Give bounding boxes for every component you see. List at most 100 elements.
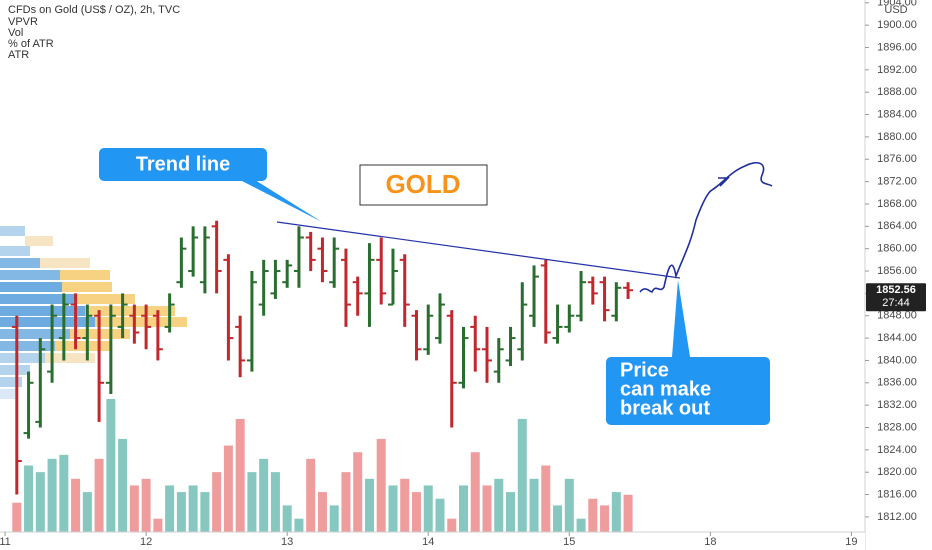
y-tick-label: 1872.00 bbox=[877, 176, 917, 188]
volume-bar bbox=[94, 458, 104, 532]
price-tag bbox=[866, 283, 926, 312]
volume-bar bbox=[247, 472, 257, 532]
y-tick-label: 1884.00 bbox=[877, 108, 917, 120]
y-tick-label: 1812.00 bbox=[877, 511, 917, 523]
volume-bar bbox=[506, 492, 516, 532]
y-tick-label: 1880.00 bbox=[877, 131, 917, 143]
vpvr-bar bbox=[0, 377, 22, 387]
vpvr-bar bbox=[0, 282, 62, 292]
callout-text: Trend line bbox=[136, 153, 230, 175]
volume-bar bbox=[600, 505, 610, 532]
y-tick-label: 1824.00 bbox=[877, 444, 917, 456]
x-tick-label: 15 bbox=[563, 536, 575, 548]
volume-bar bbox=[200, 492, 210, 532]
callout-text: break out bbox=[620, 397, 710, 419]
countdown-label: 27:44 bbox=[882, 297, 910, 309]
volume-bar bbox=[388, 485, 398, 532]
volume-bar bbox=[576, 518, 586, 532]
vpvr-bar bbox=[0, 258, 40, 268]
volume-bar bbox=[447, 518, 457, 532]
volume-bar bbox=[176, 492, 186, 532]
x-tick-label: 12 bbox=[140, 536, 152, 548]
trend-callout: Trend line bbox=[99, 148, 322, 222]
volume-bar bbox=[611, 492, 621, 532]
volume-bar bbox=[376, 438, 386, 532]
volume-bar bbox=[353, 452, 363, 532]
volume-bar bbox=[294, 518, 304, 532]
vpvr-bar bbox=[62, 282, 112, 292]
volume-bar bbox=[400, 478, 410, 532]
vpvr-bar bbox=[0, 365, 30, 375]
vpvr-bar bbox=[0, 329, 70, 339]
price-axis bbox=[865, 0, 932, 550]
volume-bar bbox=[459, 485, 469, 532]
volume-bar bbox=[482, 485, 492, 532]
volume-bar bbox=[364, 478, 374, 532]
volume-bar bbox=[235, 418, 245, 532]
vpvr-bar bbox=[45, 353, 95, 363]
trend-line bbox=[276, 221, 681, 279]
x-tick-label: 13 bbox=[281, 536, 293, 548]
volume-bar bbox=[24, 465, 34, 532]
volume-bar bbox=[435, 498, 445, 532]
volume-bar bbox=[329, 505, 339, 532]
volume-bar bbox=[118, 438, 128, 532]
volume-bar bbox=[59, 454, 69, 532]
y-tick-label: 1876.00 bbox=[877, 153, 917, 165]
y-tick-label: 1868.00 bbox=[877, 198, 917, 210]
x-tick-label: 18 bbox=[704, 536, 716, 548]
vpvr-bar bbox=[40, 258, 90, 268]
volume-bar bbox=[188, 485, 198, 532]
volume-bar bbox=[529, 478, 539, 532]
y-tick-label: 1896.00 bbox=[877, 41, 917, 53]
currency-label: USD bbox=[884, 4, 907, 16]
breakout-callout: Price can make break out bbox=[606, 280, 770, 425]
y-tick-label: 1836.00 bbox=[877, 377, 917, 389]
volume-bar bbox=[564, 478, 574, 532]
volume-bar bbox=[588, 498, 598, 532]
indicator-label: ATR bbox=[8, 49, 29, 61]
x-tick-label: 14 bbox=[422, 536, 434, 548]
volume-bar bbox=[141, 478, 151, 532]
symbol-label: GOLD bbox=[385, 169, 460, 199]
callout-box bbox=[99, 148, 267, 181]
volume-bar bbox=[470, 452, 480, 532]
volume-bar bbox=[517, 418, 527, 532]
volume-bar bbox=[282, 505, 292, 532]
callout-box bbox=[606, 357, 770, 425]
volume-bar bbox=[423, 485, 433, 532]
x-tick-label: 11 bbox=[0, 536, 11, 548]
vpvr-bar bbox=[95, 317, 187, 327]
callout-text: Price bbox=[620, 359, 669, 381]
volume-bar bbox=[306, 458, 316, 532]
projection-sketch bbox=[639, 161, 773, 293]
vpvr-bar bbox=[0, 246, 30, 256]
price-tag-label: 1852.56 bbox=[876, 284, 916, 296]
vpvr-bar bbox=[0, 270, 60, 280]
y-tick-label: 1828.00 bbox=[877, 421, 917, 433]
y-tick-label: 1860.00 bbox=[877, 243, 917, 255]
y-tick-label: 1904.00 bbox=[877, 0, 917, 9]
volume-bar bbox=[12, 502, 22, 532]
indicator-label: Vol bbox=[8, 27, 23, 39]
callout-text: can make bbox=[620, 378, 711, 400]
y-tick-label: 1840.00 bbox=[877, 354, 917, 366]
vpvr-bar bbox=[55, 341, 110, 351]
volume-bar bbox=[341, 472, 351, 532]
volume-bar bbox=[411, 492, 421, 532]
vpvr-bar bbox=[25, 236, 53, 246]
volume-bar bbox=[71, 478, 81, 532]
volume-bar bbox=[35, 472, 45, 532]
y-tick-label: 1864.00 bbox=[877, 220, 917, 232]
time-axis bbox=[0, 532, 865, 550]
y-tick-label: 1892.00 bbox=[877, 64, 917, 76]
vpvr-bar bbox=[0, 317, 95, 327]
volume-bar bbox=[153, 518, 163, 532]
volume-bar bbox=[212, 472, 222, 532]
vpvr-bar bbox=[0, 226, 25, 236]
volume-bar bbox=[82, 492, 92, 532]
volume-bar bbox=[165, 485, 175, 532]
y-tick-label: 1832.00 bbox=[877, 399, 917, 411]
